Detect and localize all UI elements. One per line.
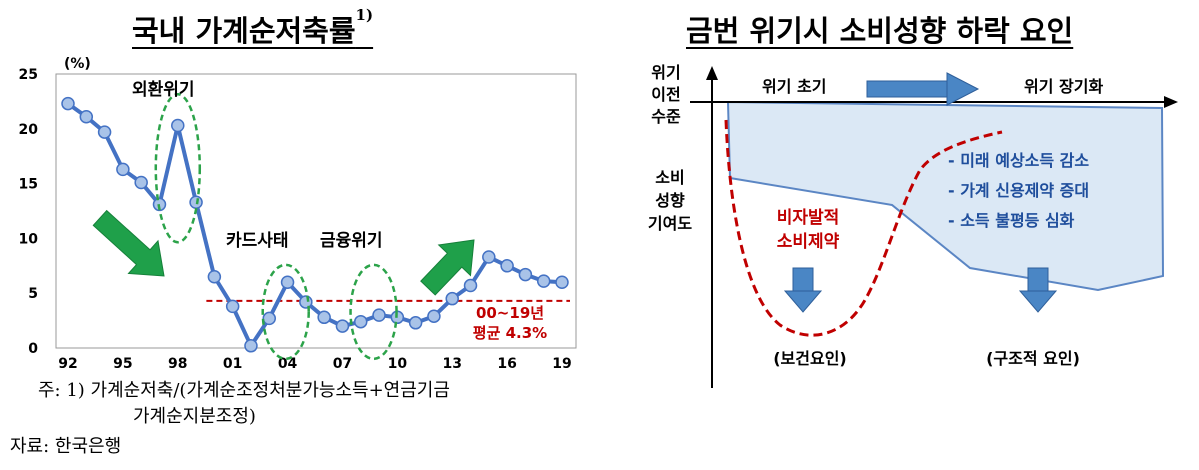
y-label-pre-crisis-1: 위기 [651, 63, 680, 82]
y-tick-label: 0 [28, 341, 38, 357]
factor-item-credit: - 가계 신용제약 증대 [948, 181, 1089, 200]
data-point [134, 175, 148, 190]
data-point [79, 109, 94, 124]
y-tick-label: 5 [28, 286, 38, 302]
x-tick-label: 10 [388, 356, 408, 372]
card-crisis-ellipse [261, 263, 310, 361]
x-tick-label: 98 [168, 356, 187, 372]
phase-early-label: 위기 초기 [762, 77, 826, 96]
y-tick-label: 15 [19, 177, 38, 193]
left-chart-title: 국내 가계순저축률1) [132, 6, 374, 48]
consumption-decline-area [726, 100, 1165, 292]
y-label-pre-crisis-2: 이전 [651, 85, 680, 104]
average-value-label: 평균 4.3% [473, 324, 547, 342]
x-tick-label: 19 [552, 356, 571, 372]
data-point [518, 267, 533, 282]
source-note: 자료: 한국은행 [10, 436, 122, 457]
title-footnote-mark: 1) [355, 6, 374, 24]
data-point [427, 309, 441, 323]
data-point [372, 308, 386, 322]
y-tick-label: 25 [19, 67, 38, 83]
involuntary-constraint-label-2: 소비제약 [777, 231, 840, 252]
phase-arrow-head [946, 72, 980, 106]
data-point [555, 275, 569, 289]
y-unit-label: (%) [64, 56, 91, 72]
x-tick-label: 13 [442, 356, 461, 372]
structural-factor-label: (구조적 요인) [986, 349, 1080, 368]
down-arrow-structural-icon [1018, 267, 1058, 313]
data-point [299, 295, 313, 309]
health-factor-label: (보건요인) [773, 349, 847, 368]
data-point [61, 96, 75, 111]
data-point [335, 319, 350, 333]
x-tick-label: 01 [223, 356, 242, 372]
annotation-card-crisis: 카드사태 [226, 231, 289, 251]
data-point [244, 339, 258, 353]
data-point [463, 278, 478, 293]
involuntary-constraint-label-1: 비자발적 [777, 208, 840, 228]
data-point [536, 274, 551, 288]
up-trend-arrow-icon [420, 239, 475, 296]
y-label-contribution-2: 성향 [655, 191, 685, 210]
factor-item-inequality: - 소득 불평등 심화 [948, 211, 1075, 230]
data-point [116, 162, 130, 177]
data-point [317, 310, 331, 325]
data-point [408, 316, 423, 330]
x-tick-label: 16 [497, 356, 516, 372]
x-tick-label: 04 [278, 356, 298, 372]
plot-frame [55, 73, 577, 349]
data-point [280, 275, 295, 289]
factor-item-income: - 미래 예상소득 감소 [948, 151, 1089, 170]
annotation-financial-crisis: 금융위기 [320, 231, 383, 251]
x-tick-label: 07 [333, 356, 352, 372]
annotation-asian-crisis: 외환위기 [132, 80, 195, 100]
health-factor-curve [724, 119, 1003, 337]
asian-crisis-ellipse [154, 93, 202, 244]
y-label-pre-crisis-3: 수준 [651, 107, 681, 126]
data-point [207, 270, 222, 284]
phase-long-label: 위기 장기화 [1024, 77, 1103, 96]
data-point [353, 314, 368, 329]
data-point [445, 291, 459, 306]
x-tick-label: 95 [113, 356, 132, 372]
data-point [500, 259, 514, 273]
series-line [66, 101, 563, 350]
data-point [482, 250, 496, 264]
financial-crisis-ellipse [349, 263, 398, 361]
y-label-contribution-3: 기여도 [648, 214, 692, 233]
x-tick-label: 92 [58, 356, 77, 372]
data-point [97, 125, 112, 139]
y-tick-label: 10 [19, 231, 39, 247]
baseline-arrowhead [1164, 96, 1178, 108]
down-arrow-health-icon [783, 267, 823, 313]
footnote-line-1: 주: 1) 가계순저축/(가계순조정처분가능소득+연금기금 [38, 380, 450, 401]
y-label-contribution-1: 소비 [655, 168, 684, 187]
data-point [262, 311, 277, 326]
phase-arrow-shaft [866, 80, 948, 98]
consumption-factors-diagram: 위기 이전 수준 소비 성향 기여도 위기 초기 위기 장기화 비자발적 소비제… [648, 63, 1178, 388]
savings-rate-chart: (%) 0 5 10 15 20 25 92 95 98 01 04 07 10 13 16 19 외환위기… [19, 56, 577, 372]
y-axis-arrowhead [706, 66, 718, 80]
data-point [225, 299, 240, 314]
right-diagram-title: 금번 위기시 소비성향 하락 요인 [686, 14, 1074, 48]
data-point [171, 118, 185, 133]
down-trend-arrow-icon [92, 209, 165, 277]
average-period-label: 00~19년 [476, 304, 544, 322]
y-tick-label: 20 [19, 122, 39, 138]
footnote-line-2: 가계순지분조정) [133, 406, 256, 427]
